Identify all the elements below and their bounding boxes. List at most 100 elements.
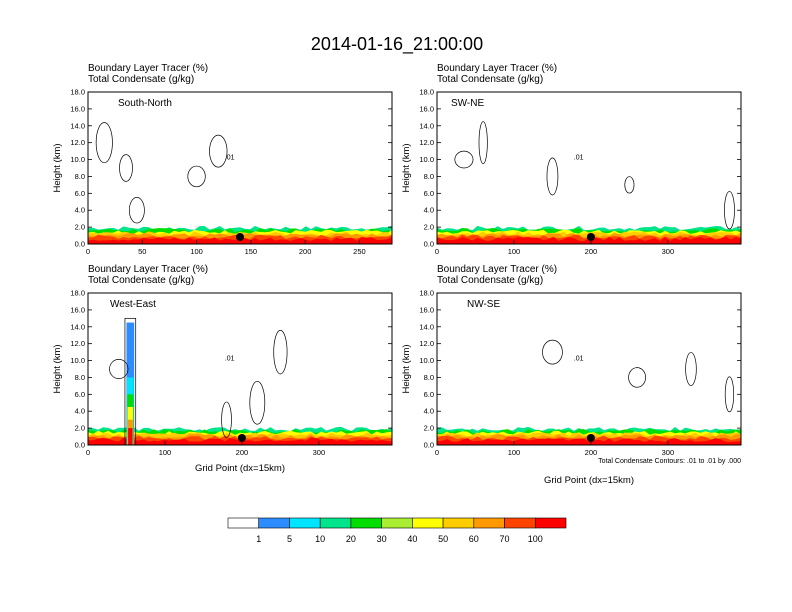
y-tick-label: 8.0: [424, 373, 434, 382]
field-label-condensate: Total Condensate (g/kg): [88, 275, 194, 286]
x-tick-label: 300: [662, 448, 675, 457]
y-tick-label: 0.0: [424, 441, 434, 450]
y-axis-label: Height (km): [401, 344, 412, 393]
colorbar-label: 50: [438, 534, 448, 544]
y-tick-label: 10.0: [419, 155, 434, 164]
y-tick-label: 4.0: [424, 206, 434, 215]
contour-label: .01: [574, 155, 584, 162]
y-tick-label: 2.0: [75, 223, 85, 232]
x-tick-label: 300: [662, 247, 675, 256]
x-tick-label: 150: [245, 247, 258, 256]
location-marker: [237, 434, 246, 442]
condensate-contour: [478, 121, 488, 165]
contour-label: .01: [225, 155, 235, 162]
y-tick-label: 14.0: [419, 322, 434, 331]
y-tick-label: 14.0: [419, 121, 434, 130]
contour-label: .01: [574, 356, 584, 363]
condensate-contour: [454, 150, 474, 169]
y-tick-label: 12.0: [70, 138, 85, 147]
condensate-contour: [249, 380, 266, 425]
colorbar-swatch: [412, 517, 444, 529]
panel-south-north: Boundary Layer Tracer (%)Total Condensat…: [52, 63, 393, 256]
colorbar-swatch: [350, 517, 382, 529]
field-label-tracer: Boundary Layer Tracer (%): [88, 264, 208, 275]
y-tick-label: 14.0: [70, 121, 85, 130]
y-tick-label: 10.0: [70, 155, 85, 164]
figure-title: 2014-01-16_21:00:00: [311, 34, 483, 55]
condensate-contour: [724, 376, 735, 413]
colorbar-swatch: [258, 517, 290, 529]
tracer-shading: [88, 122, 392, 244]
y-tick-label: 10.0: [70, 356, 85, 365]
x-tick-label: 300: [313, 448, 326, 457]
x-tick-label: 100: [159, 448, 172, 457]
condensate-contour: [273, 329, 288, 375]
condensate-contour: [119, 154, 133, 182]
colorbar-label: 5: [287, 534, 292, 544]
plume-contour: [124, 317, 137, 445]
condensate-contour: [624, 176, 635, 194]
x-tick-label: 100: [190, 247, 203, 256]
field-label-condensate: Total Condensate (g/kg): [88, 74, 194, 85]
y-tick-label: 8.0: [424, 172, 434, 181]
colorbar-label: 30: [377, 534, 387, 544]
condensate-contour: [209, 134, 228, 168]
y-tick-label: 2.0: [75, 424, 85, 433]
y-tick-label: 10.0: [419, 356, 434, 365]
contour-label: .01: [225, 356, 235, 363]
field-label-tracer: Boundary Layer Tracer (%): [437, 63, 557, 74]
x-tick-label: 0: [86, 448, 90, 457]
x-tick-label: 200: [299, 247, 312, 256]
y-tick-label: 2.0: [424, 424, 434, 433]
x-tick-label: 0: [86, 247, 90, 256]
y-tick-label: 6.0: [424, 189, 434, 198]
plot-frame: [87, 91, 393, 245]
field-label-tracer: Boundary Layer Tracer (%): [437, 264, 557, 275]
field-label-tracer: Boundary Layer Tracer (%): [88, 63, 208, 74]
condensate-contour: [95, 122, 113, 164]
y-tick-label: 16.0: [70, 305, 85, 314]
colorbar-label: 60: [469, 534, 479, 544]
colorbar-swatch: [289, 517, 321, 529]
condensate-contour: [542, 339, 563, 365]
panel-label: NW-SE: [467, 299, 500, 310]
colorbar-swatch: [473, 517, 505, 529]
y-tick-label: 8.0: [75, 172, 85, 181]
panels: Boundary Layer Tracer (%)Total Condensat…: [52, 63, 742, 486]
x-tick-label: 0: [435, 448, 439, 457]
colorbar-label: 20: [346, 534, 356, 544]
field-label-condensate: Total Condensate (g/kg): [437, 275, 543, 286]
x-tick-label: 100: [508, 448, 521, 457]
panel-label: West-East: [110, 299, 156, 310]
panel-label: South-North: [118, 98, 172, 109]
plot-frame: [87, 292, 393, 446]
x-tick-label: 200: [585, 448, 598, 457]
colorbar-swatch: [442, 517, 475, 529]
y-tick-label: 4.0: [75, 407, 85, 416]
colorbar-label: 1: [256, 534, 261, 544]
plot-frame: [436, 91, 742, 245]
y-tick-label: 12.0: [419, 138, 434, 147]
contour-note: Total Condensate Contours: .01 to .01 by…: [598, 458, 741, 465]
y-tick-label: 16.0: [419, 104, 434, 113]
y-tick-label: 0.0: [75, 441, 85, 450]
condensate-contour: [546, 157, 559, 196]
colorbar-label: 40: [407, 534, 417, 544]
tracer-shading: [88, 317, 392, 445]
colorbar-swatch: [534, 517, 567, 529]
tracer-shading: [437, 339, 741, 445]
y-tick-label: 8.0: [75, 373, 85, 382]
condensate-contour: [128, 197, 145, 224]
y-tick-label: 18.0: [419, 88, 434, 97]
x-axis-label: Grid Point (dx=15km): [544, 475, 634, 486]
colorbar-swatch: [504, 517, 536, 529]
location-marker: [236, 233, 244, 241]
y-tick-label: 2.0: [424, 223, 434, 232]
x-tick-label: 250: [353, 247, 366, 256]
y-tick-label: 14.0: [70, 322, 85, 331]
location-marker: [586, 233, 595, 241]
plot-frame: [436, 292, 742, 446]
y-tick-label: 16.0: [419, 305, 434, 314]
y-tick-label: 6.0: [75, 390, 85, 399]
